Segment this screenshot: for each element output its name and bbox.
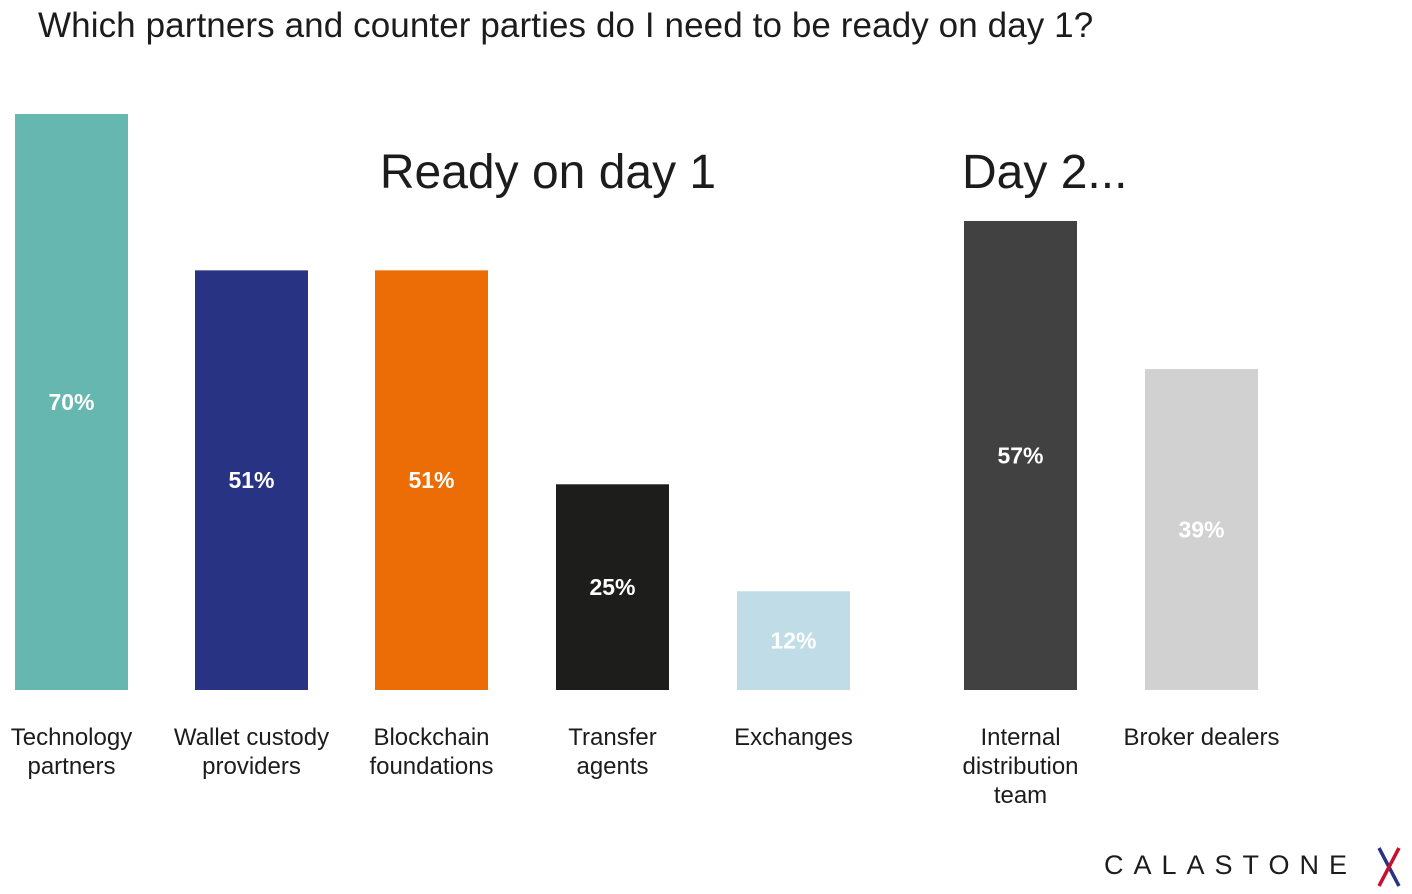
group-label-1: Ready on day 1 bbox=[380, 146, 716, 199]
bar-1 bbox=[15, 114, 128, 690]
value-label-6: 57% bbox=[997, 442, 1043, 468]
calastone-logo: CALASTONE bbox=[1104, 847, 1404, 890]
value-label-2: 51% bbox=[228, 467, 274, 493]
category-label-3: Blockchain foundations bbox=[369, 724, 493, 780]
x-mark-stroke-right bbox=[1377, 847, 1401, 887]
category-labels: Technology partners Wallet custody provider… bbox=[11, 724, 1280, 809]
value-labels: 70% 51% 51% 25% 12% 57% 39% bbox=[48, 389, 1224, 654]
category-label-4: Transfer agents bbox=[568, 724, 656, 780]
category-label-6: Internal distribution team bbox=[962, 724, 1078, 809]
category-label-7: Broker dealers bbox=[1123, 724, 1279, 751]
value-label-3: 51% bbox=[408, 467, 454, 493]
category-label-5: Exchanges bbox=[734, 724, 853, 751]
bars bbox=[15, 114, 1258, 690]
group-labels: Ready on day 1 Day 2... bbox=[380, 146, 1128, 199]
bar-4 bbox=[556, 484, 669, 690]
bar-2 bbox=[195, 270, 308, 690]
bar-6 bbox=[964, 220, 1077, 690]
logo-wordmark: CALASTONE bbox=[1104, 850, 1358, 880]
category-label-1: Technology partners bbox=[11, 724, 132, 780]
value-label-7: 39% bbox=[1178, 517, 1224, 543]
value-label-4: 25% bbox=[589, 574, 635, 600]
x-mark-icon bbox=[1377, 847, 1401, 887]
group-label-2: Day 2... bbox=[962, 146, 1127, 199]
value-label-1: 70% bbox=[48, 389, 94, 415]
bar-3 bbox=[375, 270, 488, 690]
bar-chart: Ready on day 1 Day 2... 70% 51% 51% 25% 12% 57… bbox=[11, 114, 1280, 809]
page-title: Which partners and counter parties do I … bbox=[38, 6, 1094, 45]
bar-5 bbox=[737, 591, 850, 690]
value-label-5: 12% bbox=[770, 628, 816, 654]
bar-7 bbox=[1145, 369, 1258, 690]
category-label-2: Wallet custody providers bbox=[174, 724, 329, 780]
